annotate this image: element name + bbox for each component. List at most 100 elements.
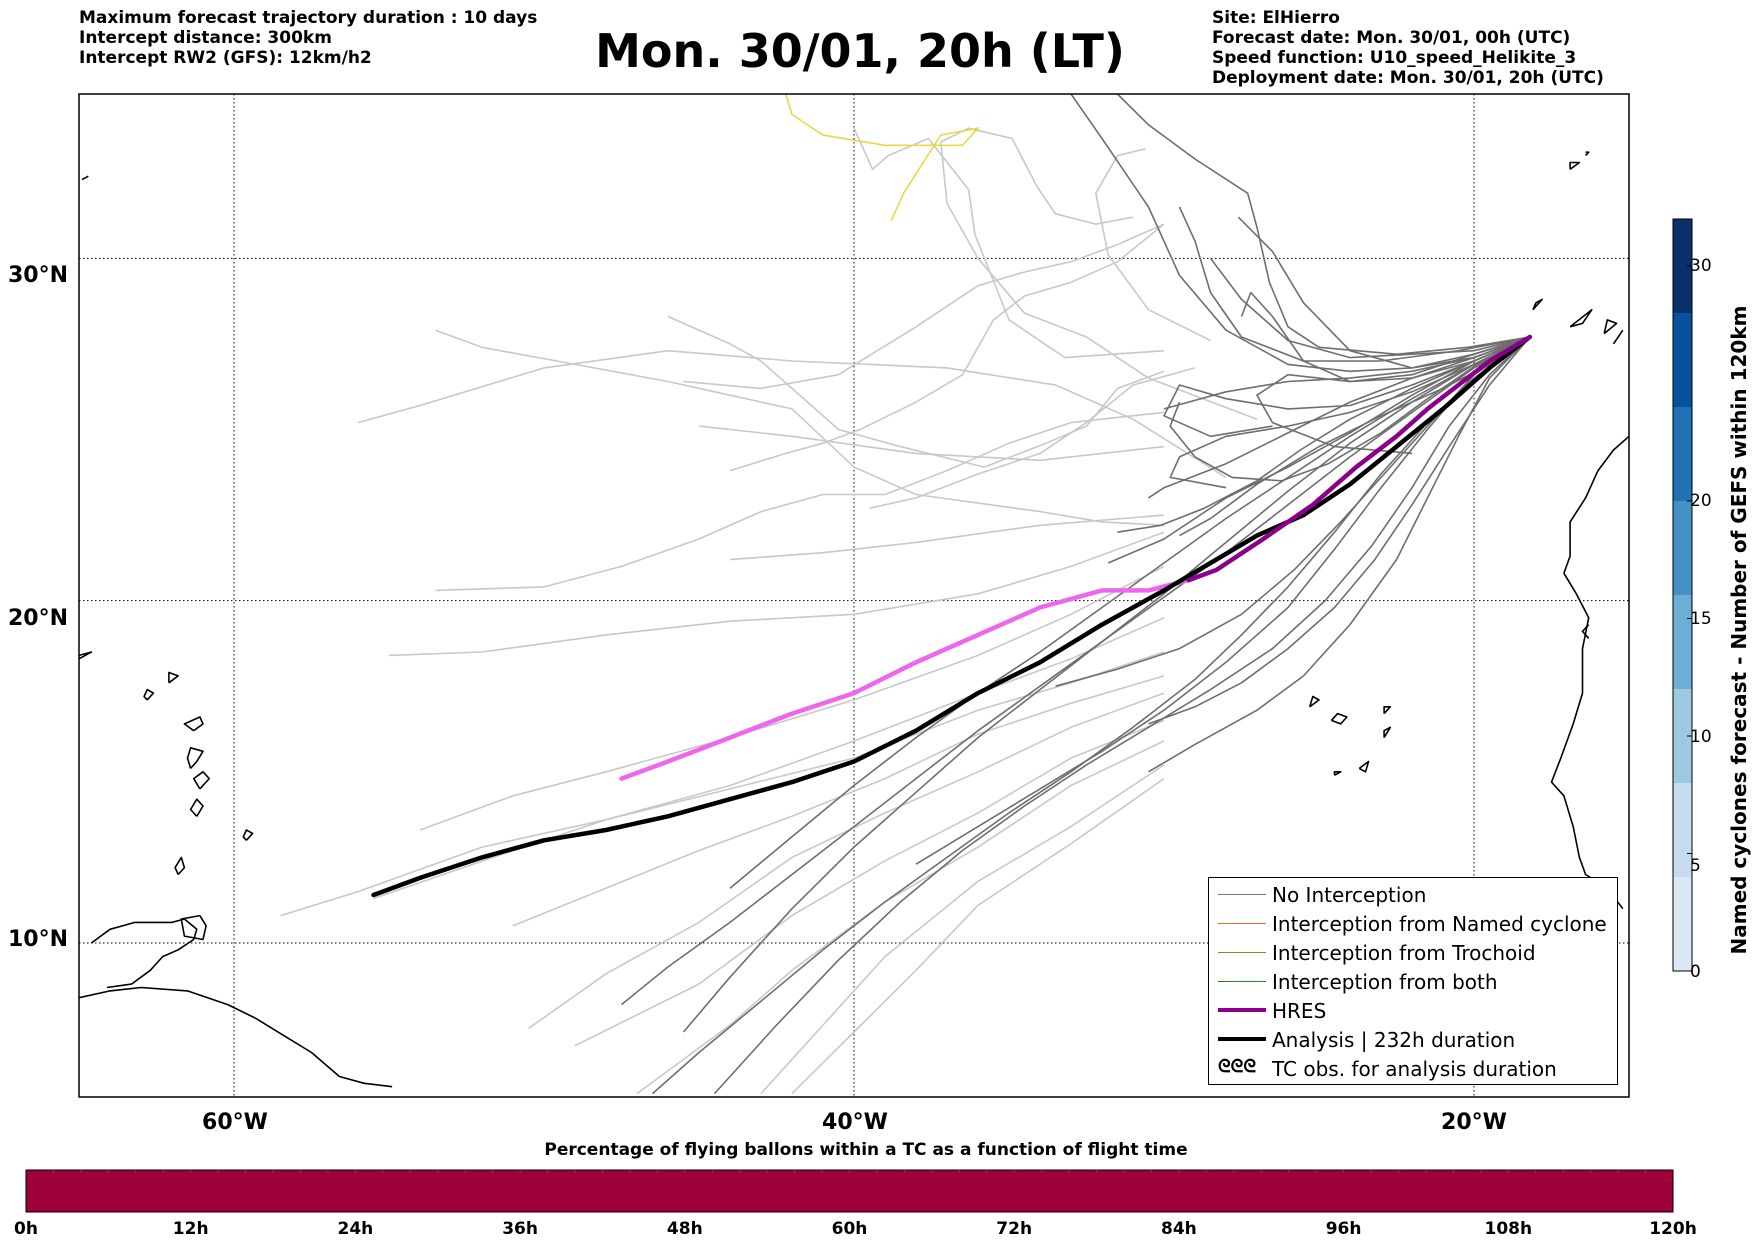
ensemble-trajectory-light <box>636 740 1165 1095</box>
time-tick: 24h <box>337 1219 374 1239</box>
coastline <box>1581 624 1590 639</box>
legend-swatch <box>1218 981 1266 982</box>
coastline <box>183 716 204 732</box>
colorbar-segment <box>1673 407 1692 501</box>
coastline <box>143 688 155 701</box>
legend-swatch <box>1218 952 1266 953</box>
legend-swatch <box>1218 1037 1266 1041</box>
coastline <box>90 918 198 989</box>
coastline <box>1358 760 1370 773</box>
time-tick: 0h <box>14 1219 38 1239</box>
ensemble-trajectory-light <box>698 425 1165 462</box>
bottom-colorbar-title: Percentage of flying ballons within a TC… <box>544 1140 1188 1160</box>
legend-item-hres: HRES <box>1209 997 1617 1026</box>
ensemble-trajectory-light <box>791 777 1165 1095</box>
legend-label: Analysis | 232h duration <box>1272 1028 1516 1052</box>
map-grid <box>79 94 1629 1097</box>
ensemble-trajectory <box>651 336 1531 1095</box>
ensemble-trajectory <box>1209 257 1530 359</box>
time-colorbar <box>25 1169 1674 1213</box>
colorbar-tick: 5 <box>1690 856 1701 876</box>
time-tick: 72h <box>996 1219 1033 1239</box>
lat-label: 20°N <box>8 606 69 631</box>
ensemble-trajectory-light <box>1095 148 1211 342</box>
legend-item-named-cyclone: Interception from Named cyclone <box>1209 910 1617 939</box>
legend-label: HRES <box>1272 999 1327 1023</box>
coastline <box>186 746 204 769</box>
ensemble-trajectory <box>1070 94 1531 373</box>
ensemble-trajectory <box>1148 336 1531 499</box>
coastline <box>1383 726 1392 739</box>
colorbar-segment <box>1673 501 1692 595</box>
colorbar-tick: 0 <box>1690 962 1701 982</box>
ensemble-trajectory-light <box>939 127 1258 420</box>
coastline <box>168 671 179 684</box>
coastline <box>1569 308 1593 328</box>
ensemble-trajectory <box>1107 336 1531 564</box>
time-tick: 96h <box>1325 1219 1362 1239</box>
right-colorbar-title: Named cyclones forecast - Number of GEFS… <box>1727 305 1751 955</box>
lat-label: 10°N <box>8 927 69 952</box>
coastline <box>192 770 210 790</box>
cyclone-colorbar <box>1672 218 1693 972</box>
ensemble-trajectory <box>1237 216 1531 369</box>
header-line: Site: ElHierro <box>1212 8 1340 28</box>
ensemble-trajectory-light <box>435 329 1165 527</box>
time-tick: 36h <box>502 1219 538 1239</box>
legend-item-trochoid: Interception from Trochoid <box>1209 939 1617 968</box>
coastline <box>1612 329 1624 345</box>
page-title: Mon. 30/01, 20h (LT) <box>595 24 1125 78</box>
tc-symbol-icon: ᘓᘓᘓ <box>1218 1056 1257 1077</box>
ensemble-trajectory-light <box>419 565 1165 831</box>
coastline <box>1333 770 1342 776</box>
ensemble-trajectory <box>1178 206 1530 362</box>
ensemble-trajectory-light <box>528 692 1165 1030</box>
header-line: Deployment date: Mon. 30/01, 20h (UTC) <box>1212 68 1604 88</box>
legend-label: Interception from Trochoid <box>1272 941 1536 965</box>
hres-trajectory <box>1186 334 1533 583</box>
lon-label: 60°W <box>202 1110 268 1135</box>
header-line: Intercept distance: 300km <box>79 28 332 48</box>
map-frame <box>78 93 1630 1098</box>
lat-label: 30°N <box>8 263 69 288</box>
coastline <box>242 829 254 841</box>
coastline <box>180 914 207 941</box>
time-tick: 120h <box>1649 1219 1697 1239</box>
time-colorbar-fill <box>25 1169 1674 1213</box>
ensemble-trajectory <box>1169 336 1531 482</box>
coastline <box>1532 298 1543 311</box>
legend-swatch <box>1218 894 1266 895</box>
coastlines <box>79 151 1664 1088</box>
header-line: Forecast date: Mon. 30/01, 00h (UTC) <box>1212 28 1571 48</box>
ensemble-trajectory <box>713 336 1531 1095</box>
coastline <box>1308 695 1320 708</box>
trajectories <box>280 94 1533 1095</box>
ensemble-trajectory-light <box>280 651 1165 917</box>
coastline <box>1645 313 1664 327</box>
analysis-trajectory <box>371 334 1533 898</box>
time-tick: 48h <box>666 1219 703 1239</box>
coastline <box>1603 319 1618 335</box>
ensemble-trajectory <box>1055 336 1531 687</box>
coastline <box>189 798 204 817</box>
coastline <box>1585 151 1590 157</box>
ensemble-trajectory <box>682 336 1531 1033</box>
ensemble-trajectory-light <box>853 127 1165 359</box>
ensemble-trajectory-light <box>729 514 1165 561</box>
colorbar-tick: 30 <box>1690 256 1712 276</box>
header-line: Maximum forecast trajectory duration : 1… <box>79 8 538 28</box>
ensemble-trajectory-light <box>435 411 1165 592</box>
ensemble-trajectory <box>620 336 1531 1006</box>
ensemble-trajectory-light <box>667 315 1165 468</box>
ensemble-trajectory <box>1163 336 1531 438</box>
ensemble-trajectory-light <box>357 349 1227 479</box>
coastline <box>1383 705 1392 715</box>
ensemble-trajectory <box>1256 336 1531 455</box>
ensemble-trajectory-yellow <box>785 94 981 222</box>
coastline <box>79 651 93 660</box>
ensemble-trajectory-light <box>683 223 1165 390</box>
legend-item-tc-obs: ᘓᘓᘓ TC obs. for analysis duration <box>1209 1055 1617 1084</box>
legend-label: Interception from both <box>1272 970 1498 994</box>
colorbar-segment <box>1673 877 1692 971</box>
